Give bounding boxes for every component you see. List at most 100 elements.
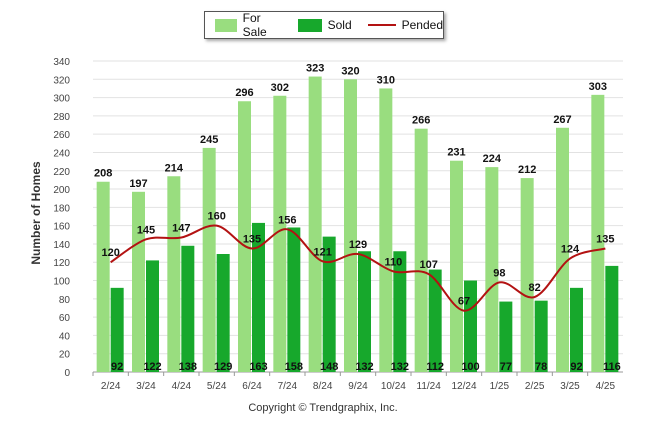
sold-value-label: 100 — [461, 361, 479, 373]
y-tick-label: 160 — [53, 222, 70, 233]
for-sale-value-label: 245 — [200, 134, 218, 146]
for-sale-value-label: 224 — [483, 153, 502, 165]
sold-value-label: 77 — [500, 361, 512, 373]
x-tick-label: 6/24 — [242, 381, 262, 392]
bar-sold — [428, 269, 442, 372]
bar-for-sale — [520, 178, 534, 372]
sold-value-label: 158 — [285, 361, 303, 373]
bar-for-sale — [414, 128, 428, 372]
y-tick-label: 120 — [53, 258, 70, 269]
x-tick-label: 2/25 — [525, 381, 545, 392]
y-tick-label: 280 — [53, 112, 70, 123]
for-sale-value-label: 302 — [271, 82, 289, 94]
sold-value-label: 163 — [249, 361, 267, 373]
sold-value-label: 132 — [355, 361, 373, 373]
legend: For Sale Sold Pended — [204, 11, 444, 39]
for-sale-value-label: 320 — [341, 65, 359, 77]
y-tick-label: 260 — [53, 130, 70, 141]
legend-label-sold: Sold — [327, 18, 352, 32]
pended-value-label: 135 — [596, 234, 614, 246]
pended-value-label: 160 — [207, 211, 225, 223]
x-tick-label: 5/24 — [207, 381, 227, 392]
pended-value-label: 120 — [101, 247, 119, 259]
y-tick-label: 300 — [53, 94, 70, 105]
pended-value-label: 147 — [172, 223, 190, 235]
x-tick-label: 7/24 — [278, 381, 298, 392]
bar-sold — [499, 301, 513, 372]
y-tick-label: 60 — [59, 313, 71, 324]
x-tick-label: 8/24 — [313, 381, 333, 392]
y-tick-label: 20 — [59, 350, 71, 361]
pended-value-label: 156 — [278, 214, 296, 226]
y-tick-label: 0 — [64, 368, 70, 379]
bar-sold — [534, 300, 548, 372]
legend-label-pended: Pended — [401, 18, 443, 32]
x-tick-label: 1/25 — [490, 381, 510, 392]
bar-for-sale — [132, 191, 145, 372]
sold-value-label: 116 — [603, 361, 621, 373]
bar-for-sale — [556, 127, 569, 372]
y-tick-label: 200 — [53, 185, 70, 196]
for-sale-value-label: 303 — [589, 81, 607, 93]
bar-for-sale — [450, 160, 463, 372]
for-sale-value-label: 231 — [447, 147, 465, 159]
x-tick-label: 4/24 — [172, 381, 192, 392]
x-tick-label: 3/25 — [560, 381, 580, 392]
sold-value-label: 78 — [535, 361, 547, 373]
legend-label-for-sale: For Sale — [242, 11, 267, 39]
x-tick-label: 10/24 — [381, 381, 406, 392]
legend-item-pended: Pended — [367, 18, 443, 32]
for-sale-value-label: 212 — [518, 164, 536, 176]
legend-swatch-for-sale — [215, 18, 237, 32]
y-tick-label: 180 — [53, 203, 70, 214]
for-sale-value-label: 310 — [377, 74, 395, 86]
bar-sold — [322, 236, 336, 372]
pended-value-label: 98 — [493, 267, 505, 279]
for-sale-value-label: 214 — [165, 162, 184, 174]
legend-item-for-sale: For Sale — [215, 11, 284, 39]
x-tick-label: 11/24 — [417, 381, 442, 392]
bar-sold — [605, 265, 619, 372]
legend-swatch-pended — [367, 24, 396, 26]
pended-value-label: 135 — [243, 234, 261, 246]
pended-value-label: 124 — [561, 244, 580, 256]
sold-value-label: 112 — [426, 361, 444, 373]
sold-value-label: 138 — [179, 361, 197, 373]
bar-for-sale — [308, 76, 322, 373]
pended-value-label: 67 — [458, 296, 470, 308]
sold-value-label: 132 — [391, 361, 409, 373]
pended-value-label: 121 — [313, 246, 331, 258]
bar-for-sale — [273, 95, 287, 373]
bar-sold — [146, 260, 159, 372]
legend-swatch-sold — [297, 18, 322, 32]
pended-value-label: 129 — [349, 239, 367, 251]
for-sale-value-label: 323 — [306, 63, 324, 75]
for-sale-value-label: 266 — [412, 115, 430, 127]
for-sale-value-label: 267 — [553, 114, 571, 126]
bar-sold — [393, 251, 407, 372]
bar-for-sale — [591, 94, 605, 372]
pended-line — [110, 224, 606, 312]
bar-for-sale — [202, 147, 216, 372]
legend-item-sold: Sold — [297, 18, 352, 32]
y-tick-label: 340 — [53, 57, 70, 68]
for-sale-value-label: 296 — [235, 87, 253, 99]
bar-sold — [570, 287, 583, 372]
for-sale-value-label: 208 — [94, 168, 112, 180]
y-tick-label: 220 — [53, 167, 70, 178]
y-axis-title: Number of Homes — [29, 161, 43, 265]
pended-value-label: 82 — [529, 282, 541, 294]
x-tick-label: 4/25 — [596, 381, 616, 392]
sold-value-label: 92 — [111, 361, 123, 373]
bar-sold — [287, 227, 301, 372]
bar-for-sale — [167, 176, 181, 372]
bar-for-sale — [485, 167, 499, 372]
bar-sold — [181, 245, 195, 372]
y-tick-label: 240 — [53, 148, 70, 159]
bar-sold — [252, 222, 265, 372]
copyright-footer: Copyright © Trendgraphix, Inc. — [248, 402, 398, 414]
pended-value-label: 145 — [137, 224, 155, 236]
y-tick-label: 40 — [59, 331, 71, 342]
sold-value-label: 129 — [214, 361, 232, 373]
